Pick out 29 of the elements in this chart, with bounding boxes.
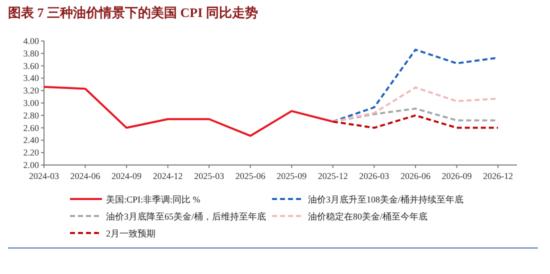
x-tick-label: 2026-12: [483, 171, 513, 181]
x-tick-label: 2024-12: [152, 171, 183, 181]
x-tick-label: 2026-09: [442, 171, 472, 181]
x-tick-label: 2025-06: [235, 171, 266, 181]
legend-label: 油价3月底降至65美金/桶，后维持至年底: [106, 212, 266, 222]
y-tick-label: 3.20: [23, 86, 40, 96]
x-tick-label: 2024-03: [29, 171, 60, 181]
y-tick-label: 3.00: [23, 98, 40, 108]
y-tick-label: 3.80: [23, 48, 40, 58]
legend-label: 2月一致预期: [106, 228, 156, 238]
x-tick-label: 2024-06: [70, 171, 101, 181]
x-tick-label: 2025-12: [318, 171, 348, 181]
y-tick-label: 3.60: [23, 60, 40, 71]
chart-title: 图表 7 三种油价情景下的美国 CPI 同比走势: [8, 5, 258, 20]
x-tick-label: 2025-03: [194, 171, 225, 181]
legend-label: 油价稳定在80美金/桶至今年底: [308, 212, 428, 222]
x-tick-label: 2025-09: [276, 171, 308, 181]
x-tick-label: 2026-03: [359, 171, 390, 181]
y-tick-label: 2.80: [23, 110, 40, 120]
y-tick-label: 2.20: [23, 148, 40, 158]
y-tick-label: 4.00: [23, 36, 40, 46]
x-tick-label: 2026-06: [400, 171, 431, 181]
x-tick-label: 2024-09: [112, 171, 142, 181]
y-tick-label: 3.40: [23, 73, 40, 84]
y-tick-label: 2.00: [23, 160, 40, 170]
legend-label: 油价3月底升至108美金/桶并持续至年底: [308, 194, 464, 204]
legend-label: 美国:CPI:非季调:同比 %: [106, 194, 201, 204]
y-tick-label: 2.40: [23, 135, 40, 146]
y-tick-label: 2.60: [23, 122, 40, 133]
